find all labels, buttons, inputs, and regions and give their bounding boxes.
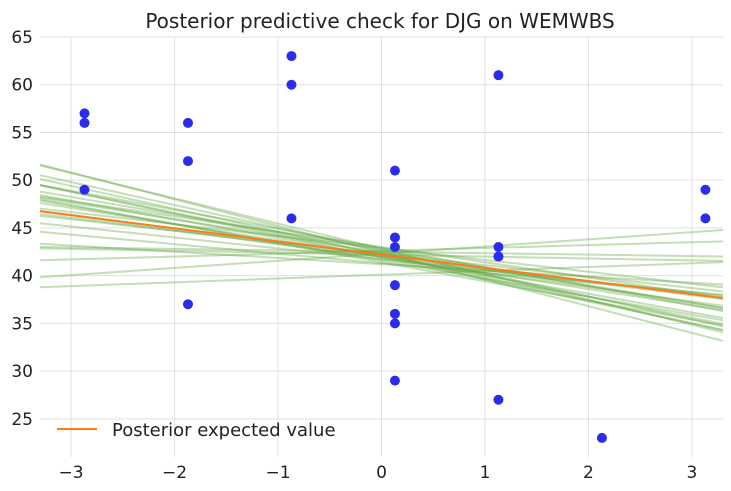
x-tick-label: −3 <box>59 463 84 483</box>
posterior-line <box>40 163 723 342</box>
data-point <box>493 394 504 405</box>
y-tick-label: 25 <box>11 410 33 430</box>
legend: Posterior expected value <box>57 420 336 441</box>
x-tick-label: 3 <box>687 463 698 483</box>
data-point <box>79 108 90 119</box>
data-point <box>389 308 400 319</box>
y-tick-label: 50 <box>11 171 33 191</box>
y-tick-label: 40 <box>11 267 33 287</box>
legend-label: Posterior expected value <box>112 420 336 441</box>
data-points <box>79 51 711 443</box>
data-point <box>182 299 193 310</box>
data-point <box>596 432 607 443</box>
posterior-line <box>40 207 723 289</box>
data-point <box>79 184 90 195</box>
expected-value-line-group <box>40 210 723 300</box>
posterior-line <box>40 174 723 328</box>
x-tick-label: 1 <box>480 463 491 483</box>
posterior-line <box>40 261 723 289</box>
posterior-line <box>40 202 723 312</box>
posterior-line <box>40 240 723 262</box>
y-tick-label: 30 <box>11 362 33 382</box>
posterior-line <box>40 184 723 331</box>
data-point <box>389 232 400 243</box>
data-point <box>389 318 400 329</box>
y-tick-label: 35 <box>11 314 33 334</box>
data-point <box>389 165 400 176</box>
posterior-line <box>40 198 723 327</box>
y-tick-label: 55 <box>11 123 33 143</box>
y-axis-ticks: 25 30 35 40 45 50 55 60 65 <box>11 28 33 430</box>
data-point <box>182 117 193 128</box>
data-point <box>389 375 400 386</box>
x-axis-ticks: −3 −2 −1 0 1 2 3 <box>59 463 698 483</box>
posterior-line <box>40 199 723 322</box>
data-point <box>286 79 297 90</box>
posterior-line <box>40 195 723 299</box>
data-point <box>286 213 297 224</box>
posterior-line <box>40 194 723 319</box>
data-point <box>700 213 711 224</box>
posterior-line <box>40 190 723 310</box>
y-tick-label: 65 <box>11 28 33 48</box>
posterior-line <box>40 196 723 309</box>
data-point <box>79 117 90 128</box>
x-tick-label: 2 <box>583 463 594 483</box>
expected-value-line <box>40 210 723 300</box>
data-point <box>493 70 504 81</box>
posterior-line <box>40 213 723 301</box>
posterior-line <box>40 246 723 258</box>
data-point <box>493 251 504 262</box>
data-point <box>493 242 504 252</box>
data-point <box>389 280 400 291</box>
y-tick-label: 45 <box>11 219 33 239</box>
data-point <box>700 184 711 195</box>
posterior-line <box>40 183 723 312</box>
grid <box>40 36 723 457</box>
data-point <box>182 156 193 167</box>
chart-title: Posterior predictive check for DJG on WE… <box>145 9 614 33</box>
posterior-line <box>40 164 723 334</box>
data-point <box>286 51 297 62</box>
x-tick-label: −2 <box>162 463 187 483</box>
posterior-line <box>40 210 723 307</box>
x-tick-label: 0 <box>376 463 387 483</box>
y-tick-label: 60 <box>11 76 33 96</box>
x-tick-label: −1 <box>265 463 290 483</box>
posterior-line <box>40 242 723 286</box>
data-point <box>389 242 400 252</box>
